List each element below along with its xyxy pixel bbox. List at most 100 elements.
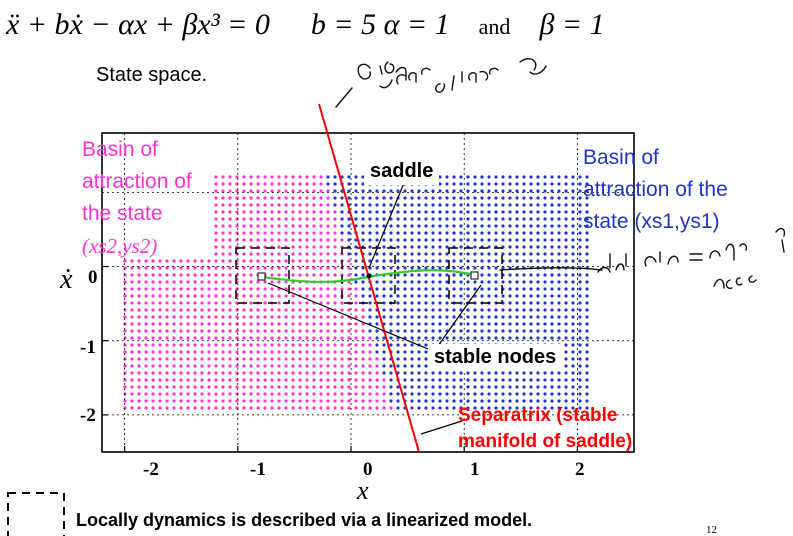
basin-dot: [277, 315, 281, 319]
basin-dot: [452, 371, 456, 375]
basin-dot: [284, 329, 288, 333]
basin-dot: [144, 357, 148, 361]
basin-dot: [312, 287, 316, 291]
basin-dot: [431, 217, 435, 221]
basin-dot: [214, 196, 218, 200]
basin-dot: [130, 399, 134, 403]
basin-dot: [319, 329, 323, 333]
basin-dot: [473, 329, 477, 333]
basin-dot: [445, 231, 449, 235]
basin-dot: [298, 231, 302, 235]
basin-dot: [221, 357, 225, 361]
basin-dot: [305, 378, 309, 382]
basin-dot: [186, 329, 190, 333]
basin-dot: [249, 378, 253, 382]
basin-dot: [270, 315, 274, 319]
basin-dot: [445, 266, 449, 270]
basin-dot: [585, 399, 589, 403]
basin-dot: [228, 392, 232, 396]
basin-dot: [354, 406, 358, 410]
basin-dot: [277, 329, 281, 333]
basin-dot: [277, 210, 281, 214]
basin-dot: [228, 315, 232, 319]
basin-dot: [382, 287, 386, 291]
basin-dot: [319, 343, 323, 347]
basin-dot: [165, 399, 169, 403]
basin-dot: [172, 392, 176, 396]
basin-dot: [578, 252, 582, 256]
basin-dot: [536, 392, 540, 396]
basin-dot: [375, 224, 379, 228]
basin-dot: [508, 406, 512, 410]
basin-dot: [473, 175, 477, 179]
basin-dot: [438, 378, 442, 382]
basin-dot: [578, 399, 582, 403]
basin-dot: [585, 231, 589, 235]
basin-dot: [564, 399, 568, 403]
basin-dot: [319, 287, 323, 291]
basin-dot: [508, 308, 512, 312]
basin-dot: [137, 322, 141, 326]
basin-dot: [515, 315, 519, 319]
basin-dot: [270, 266, 274, 270]
basin-dot: [389, 315, 393, 319]
basin-dot: [571, 196, 575, 200]
basin-dot: [249, 287, 253, 291]
basin-dot: [452, 196, 456, 200]
basin-dot: [319, 189, 323, 193]
basin-dot: [172, 406, 176, 410]
basin-dot: [123, 294, 127, 298]
basin-dot: [284, 406, 288, 410]
basin-dot: [536, 189, 540, 193]
basin-dot: [459, 322, 463, 326]
basin-dot: [480, 217, 484, 221]
basin-dot: [543, 217, 547, 221]
basin-dot: [207, 294, 211, 298]
basin-dot: [305, 329, 309, 333]
basin-dot: [529, 273, 533, 277]
basin-dot: [123, 350, 127, 354]
basin-dot: [410, 245, 414, 249]
basin-dot: [312, 343, 316, 347]
basin-dot: [529, 315, 533, 319]
basin-dot: [319, 245, 323, 249]
basin-dot: [214, 259, 218, 263]
basin-dot: [466, 252, 470, 256]
basin-dot: [396, 322, 400, 326]
basin-dot: [165, 294, 169, 298]
basin-dot: [270, 273, 274, 277]
basin-dot: [256, 308, 260, 312]
basin-dot: [515, 371, 519, 375]
basin-dot: [221, 294, 225, 298]
basin-dot: [312, 189, 316, 193]
basin-dot: [263, 287, 267, 291]
basin-dot: [529, 406, 533, 410]
basin-dot: [571, 252, 575, 256]
basin-dot: [193, 280, 197, 284]
basin-dot: [529, 385, 533, 389]
basin-dot: [571, 245, 575, 249]
basin-dot: [214, 350, 218, 354]
basin-dot: [354, 308, 358, 312]
basin-dot: [235, 329, 239, 333]
basin-dot: [347, 357, 351, 361]
basin-dot: [550, 238, 554, 242]
basin-dot: [228, 406, 232, 410]
basin-dot: [382, 259, 386, 263]
basin-dot: [438, 406, 442, 410]
basin-dot: [410, 350, 414, 354]
basin-dot: [221, 315, 225, 319]
basin-dot: [536, 245, 540, 249]
basin-dot: [550, 294, 554, 298]
basin-dot: [396, 301, 400, 305]
basin-dot: [557, 287, 561, 291]
basin-dot: [214, 329, 218, 333]
basin-dot: [263, 308, 267, 312]
basin-dot: [368, 350, 372, 354]
basin-dot: [242, 392, 246, 396]
basin-dot: [263, 259, 267, 263]
basin-dot: [291, 301, 295, 305]
basin-dot: [508, 182, 512, 186]
basin-dot: [529, 287, 533, 291]
basin-dot: [137, 329, 141, 333]
